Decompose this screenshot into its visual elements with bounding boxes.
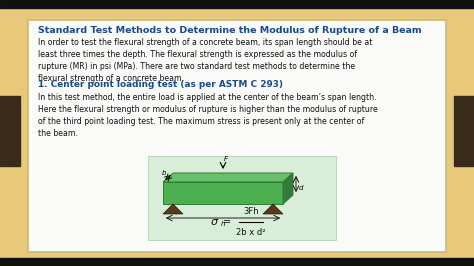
Bar (0, 96, 20, 166)
Bar (0, 0, 474, 8)
Text: 2b x d²: 2b x d² (236, 228, 266, 237)
Text: d: d (299, 185, 303, 192)
Text: In this test method, the entire load is applied at the center of the beam’s span: In this test method, the entire load is … (38, 93, 378, 138)
Bar (163, 182, 283, 204)
Text: Standard Test Methods to Determine the Modulus of Rupture of a Beam: Standard Test Methods to Determine the M… (38, 26, 422, 35)
Text: 1. Center point loading test (as per ASTM C 293): 1. Center point loading test (as per AST… (38, 80, 283, 89)
Bar (0, 258, 474, 266)
Polygon shape (163, 204, 183, 214)
Text: 3Fh: 3Fh (243, 207, 259, 216)
Text: b: b (162, 170, 166, 176)
Bar (148, 156, 336, 240)
Text: F: F (224, 156, 228, 162)
Bar (454, 96, 474, 166)
Polygon shape (163, 173, 293, 182)
Text: h: h (221, 221, 225, 227)
Polygon shape (263, 204, 283, 214)
Polygon shape (283, 173, 293, 204)
Text: =: = (223, 217, 231, 227)
Text: In order to test the flexural strength of a concrete beam, its span length shoul: In order to test the flexural strength o… (38, 38, 373, 84)
Bar (28, 20, 446, 252)
Text: $\sigma$: $\sigma$ (210, 217, 219, 227)
